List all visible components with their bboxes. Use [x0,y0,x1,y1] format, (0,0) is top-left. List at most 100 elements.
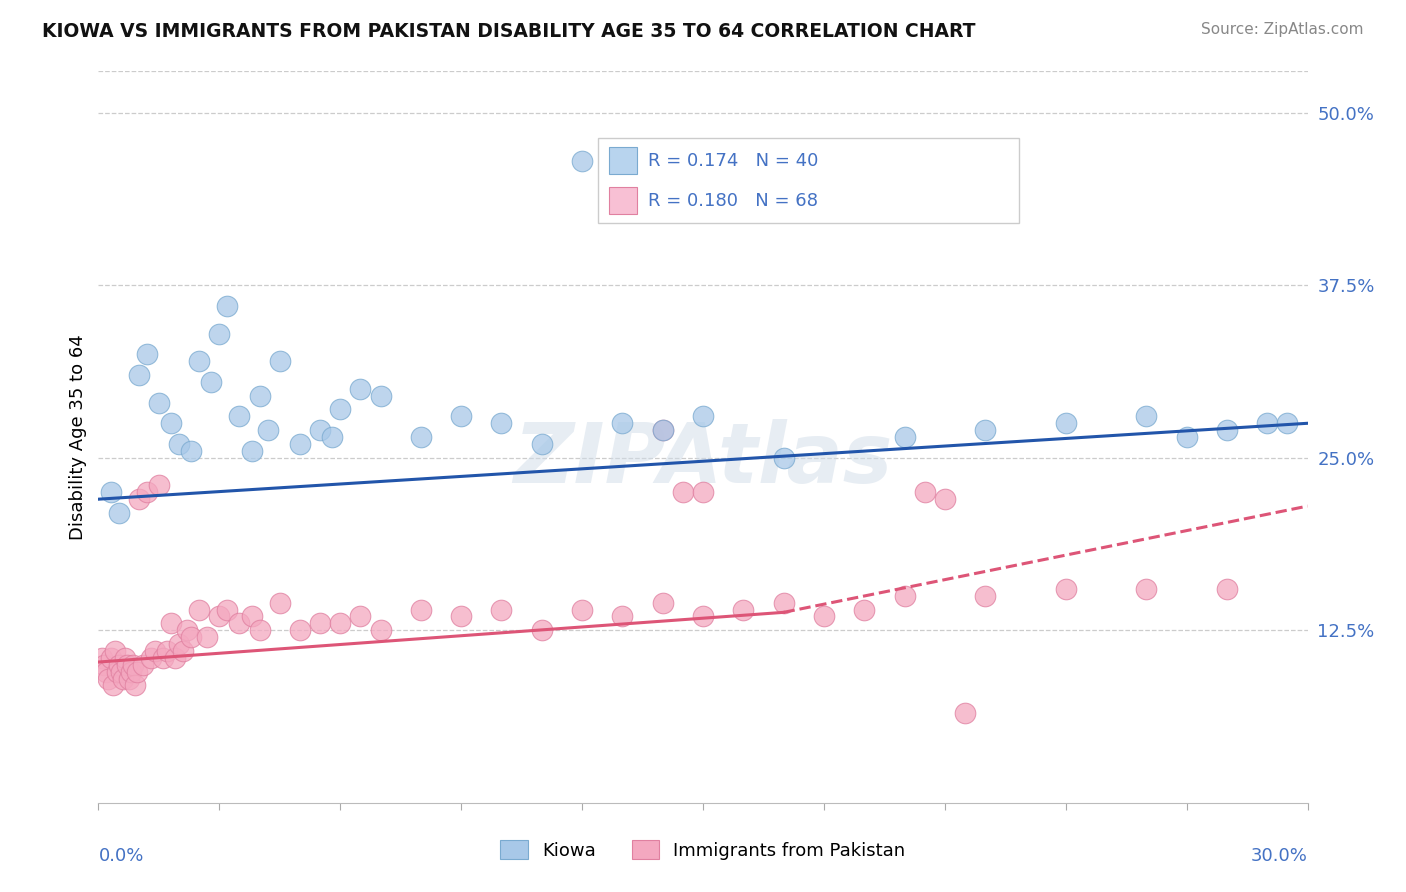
Point [143,644,166,658]
Point [128,492,150,507]
Point [91,651,114,665]
Point [692,485,714,500]
Point [135,485,157,500]
Point [97,672,120,686]
Text: 30.0%: 30.0% [1251,847,1308,864]
Point [1256,417,1278,431]
Point [107,506,129,520]
Point [321,430,343,444]
Point [217,299,239,313]
Point [172,644,194,658]
Point [1277,417,1299,431]
Point [288,624,311,638]
Point [612,417,634,431]
Point [208,609,231,624]
Point [93,657,115,672]
Point [1054,417,1077,431]
Point [329,402,352,417]
Point [96,665,118,679]
Point [100,485,122,500]
Text: Source: ZipAtlas.com: Source: ZipAtlas.com [1201,22,1364,37]
Point [228,616,250,631]
Legend: Kiowa, Immigrants from Pakistan: Kiowa, Immigrants from Pakistan [501,840,905,860]
Point [651,423,673,437]
Point [1216,423,1239,437]
Point [115,657,138,672]
Text: KIOWA VS IMMIGRANTS FROM PAKISTAN DISABILITY AGE 35 TO 64 CORRELATION CHART: KIOWA VS IMMIGRANTS FROM PAKISTAN DISABI… [42,22,976,41]
Point [100,651,122,665]
Point [152,651,174,665]
Point [288,437,311,451]
Point [135,347,157,361]
Point [256,423,278,437]
Point [530,437,553,451]
Point [148,478,170,492]
Point [450,409,472,424]
Point [974,423,997,437]
Point [692,609,714,624]
Point [156,644,179,658]
Point [180,443,202,458]
Point [813,609,835,624]
Point [188,354,211,368]
Point [188,602,211,616]
Point [651,596,673,610]
Point [180,630,202,644]
Point [349,609,371,624]
Point [1216,582,1239,596]
Text: R = 0.180   N = 68: R = 0.180 N = 68 [648,192,818,210]
Point [450,609,472,624]
Point [208,326,231,341]
Point [530,624,553,638]
Point [893,430,915,444]
Point [491,602,513,616]
Point [217,602,239,616]
Point [200,375,222,389]
Point [249,389,271,403]
Text: ZIPAtlas: ZIPAtlas [513,418,893,500]
Point [160,616,183,631]
Point [491,417,513,431]
Point [1175,430,1198,444]
Point [672,485,695,500]
Point [733,602,755,616]
Point [176,624,198,638]
Point [329,616,352,631]
Point [195,630,218,644]
Point [934,492,956,507]
Point [1054,582,1077,596]
Point [1135,409,1157,424]
Point [409,602,432,616]
Point [125,665,148,679]
Point [249,624,271,638]
Point [651,423,673,437]
Point [974,589,997,603]
Point [124,678,146,692]
Point [128,368,150,382]
Point [167,637,190,651]
Point [107,657,129,672]
Y-axis label: Disability Age 35 to 64: Disability Age 35 to 64 [69,334,87,540]
Point [1135,582,1157,596]
Point [105,665,128,679]
Point [118,672,141,686]
Point [772,450,794,465]
Point [571,602,593,616]
Point [148,395,170,409]
Point [953,706,976,720]
Point [121,657,143,672]
Point [163,651,186,665]
Point [167,437,190,451]
Point [309,423,332,437]
Point [370,624,392,638]
Point [139,651,162,665]
Point [309,616,332,631]
Point [160,417,183,431]
Point [132,657,155,672]
Point [772,596,794,610]
Point [240,443,263,458]
Point [228,409,250,424]
Point [914,485,936,500]
Point [349,382,371,396]
Point [114,651,136,665]
